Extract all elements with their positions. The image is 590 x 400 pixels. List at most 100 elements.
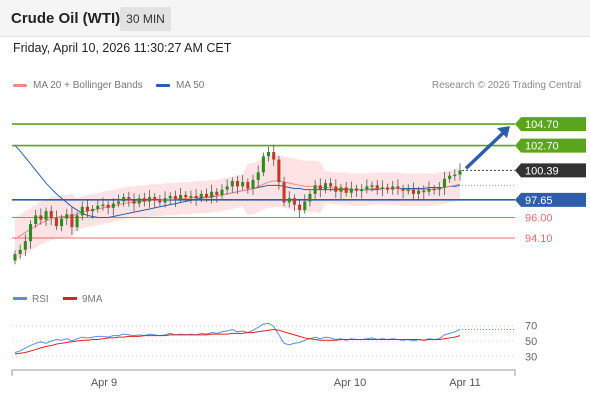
rsi-tick-label: 30 bbox=[525, 351, 537, 363]
interval-button[interactable]: 30 MIN bbox=[120, 7, 171, 31]
candle-body bbox=[411, 189, 415, 194]
rsi-line bbox=[14, 322, 461, 353]
candle-body bbox=[323, 183, 327, 190]
candle-body bbox=[308, 193, 312, 202]
candle-body bbox=[256, 172, 260, 180]
candle-body bbox=[432, 188, 436, 191]
candle-body bbox=[318, 185, 322, 190]
candle-body bbox=[70, 214, 74, 228]
candle-body bbox=[28, 223, 33, 242]
candle-body bbox=[189, 196, 193, 198]
candle-body bbox=[18, 249, 22, 255]
candle-body bbox=[13, 254, 17, 261]
header-bar: Crude Oil (WTI) 30 MIN bbox=[0, 0, 590, 37]
candle-body bbox=[422, 190, 426, 193]
candle-body bbox=[132, 200, 136, 204]
candle-body bbox=[44, 211, 48, 220]
candle-body bbox=[261, 156, 265, 173]
candle-body bbox=[101, 204, 105, 207]
candle-body bbox=[267, 152, 271, 157]
candle-body bbox=[380, 187, 384, 189]
candle-body bbox=[204, 193, 208, 198]
ma20-label: MA 20 + Bollinger Bands bbox=[33, 80, 143, 91]
ma50-label: MA 50 bbox=[176, 80, 205, 91]
level-tag-104.70 bbox=[515, 117, 586, 132]
candle-body bbox=[168, 196, 172, 199]
rsi-tick-label: 50 bbox=[525, 336, 537, 348]
candle-body bbox=[354, 188, 359, 191]
candle-body bbox=[65, 214, 69, 219]
time-tick-label: Apr 10 bbox=[334, 377, 366, 389]
candle-body bbox=[122, 197, 126, 202]
candle-body bbox=[292, 198, 296, 205]
candle-body bbox=[329, 183, 333, 187]
candle-body bbox=[39, 215, 43, 220]
candle-body bbox=[339, 187, 343, 192]
candle-body bbox=[448, 175, 452, 179]
candle-body bbox=[417, 190, 421, 194]
candle-body bbox=[153, 197, 157, 201]
candle-body bbox=[241, 182, 245, 187]
level-label-104.70: 104.70 bbox=[525, 119, 559, 131]
candle-body bbox=[158, 200, 162, 203]
candle-body bbox=[437, 187, 441, 190]
candle-body bbox=[116, 201, 121, 204]
candle-body bbox=[396, 186, 400, 189]
candle-body bbox=[106, 204, 110, 208]
candle-body bbox=[349, 188, 353, 193]
candle-body bbox=[184, 194, 188, 198]
candle-body bbox=[163, 198, 167, 203]
candle-body bbox=[303, 201, 307, 211]
candle-body bbox=[173, 196, 177, 200]
candle-body bbox=[199, 193, 203, 199]
candle-body bbox=[287, 198, 291, 203]
timestamp: Friday, April 10, 2026 11:30:27 AM CET bbox=[13, 41, 232, 55]
candle-body bbox=[298, 204, 302, 211]
forecast-arrow-shaft bbox=[464, 130, 506, 170]
candle-body bbox=[96, 205, 100, 209]
candle-body bbox=[137, 198, 141, 204]
candle-body bbox=[360, 189, 364, 192]
candle-body bbox=[406, 189, 410, 192]
rsi-tick-label: 70 bbox=[525, 321, 537, 333]
candle-body bbox=[251, 179, 255, 189]
candle-body bbox=[282, 182, 286, 203]
candle-body bbox=[246, 182, 250, 189]
candle-body bbox=[375, 185, 379, 189]
candle-body bbox=[49, 211, 53, 218]
candle-body bbox=[194, 196, 198, 199]
rsi-ma-legend-swatch bbox=[63, 297, 77, 300]
candle-body bbox=[80, 206, 84, 216]
candle-body bbox=[370, 185, 374, 187]
research-credit: Research © 2026 Trading Central bbox=[431, 80, 581, 91]
candle-body bbox=[386, 187, 390, 190]
candle-body bbox=[230, 181, 234, 187]
level-label-97.65: 97.65 bbox=[525, 195, 553, 207]
instrument-title: Crude Oil (WTI) bbox=[11, 10, 121, 27]
candle-body bbox=[148, 197, 152, 202]
rsi-legend-swatch bbox=[13, 297, 27, 300]
candle-body bbox=[34, 215, 38, 224]
candle-body bbox=[215, 191, 219, 195]
candle-body bbox=[23, 241, 27, 250]
candle-body bbox=[75, 215, 79, 228]
level-label-102.70: 102.70 bbox=[525, 141, 559, 153]
candle-body bbox=[60, 218, 64, 227]
candle-body bbox=[272, 152, 276, 160]
level-label-96.00: 96.00 bbox=[525, 213, 553, 225]
legend-ma50: MA 50 bbox=[156, 80, 204, 91]
candle-body bbox=[85, 206, 89, 212]
candle-body bbox=[127, 197, 131, 201]
candle-body bbox=[313, 185, 317, 194]
ma20-swatch bbox=[13, 83, 27, 87]
candle-body bbox=[334, 186, 338, 192]
time-tick-label: Apr 11 bbox=[449, 377, 481, 389]
candle-body bbox=[225, 186, 229, 190]
candle-body bbox=[91, 208, 95, 212]
candle-body bbox=[277, 159, 281, 183]
rsi-ma-line bbox=[14, 328, 461, 355]
candle-body bbox=[179, 194, 183, 200]
bollinger-band bbox=[15, 155, 460, 261]
